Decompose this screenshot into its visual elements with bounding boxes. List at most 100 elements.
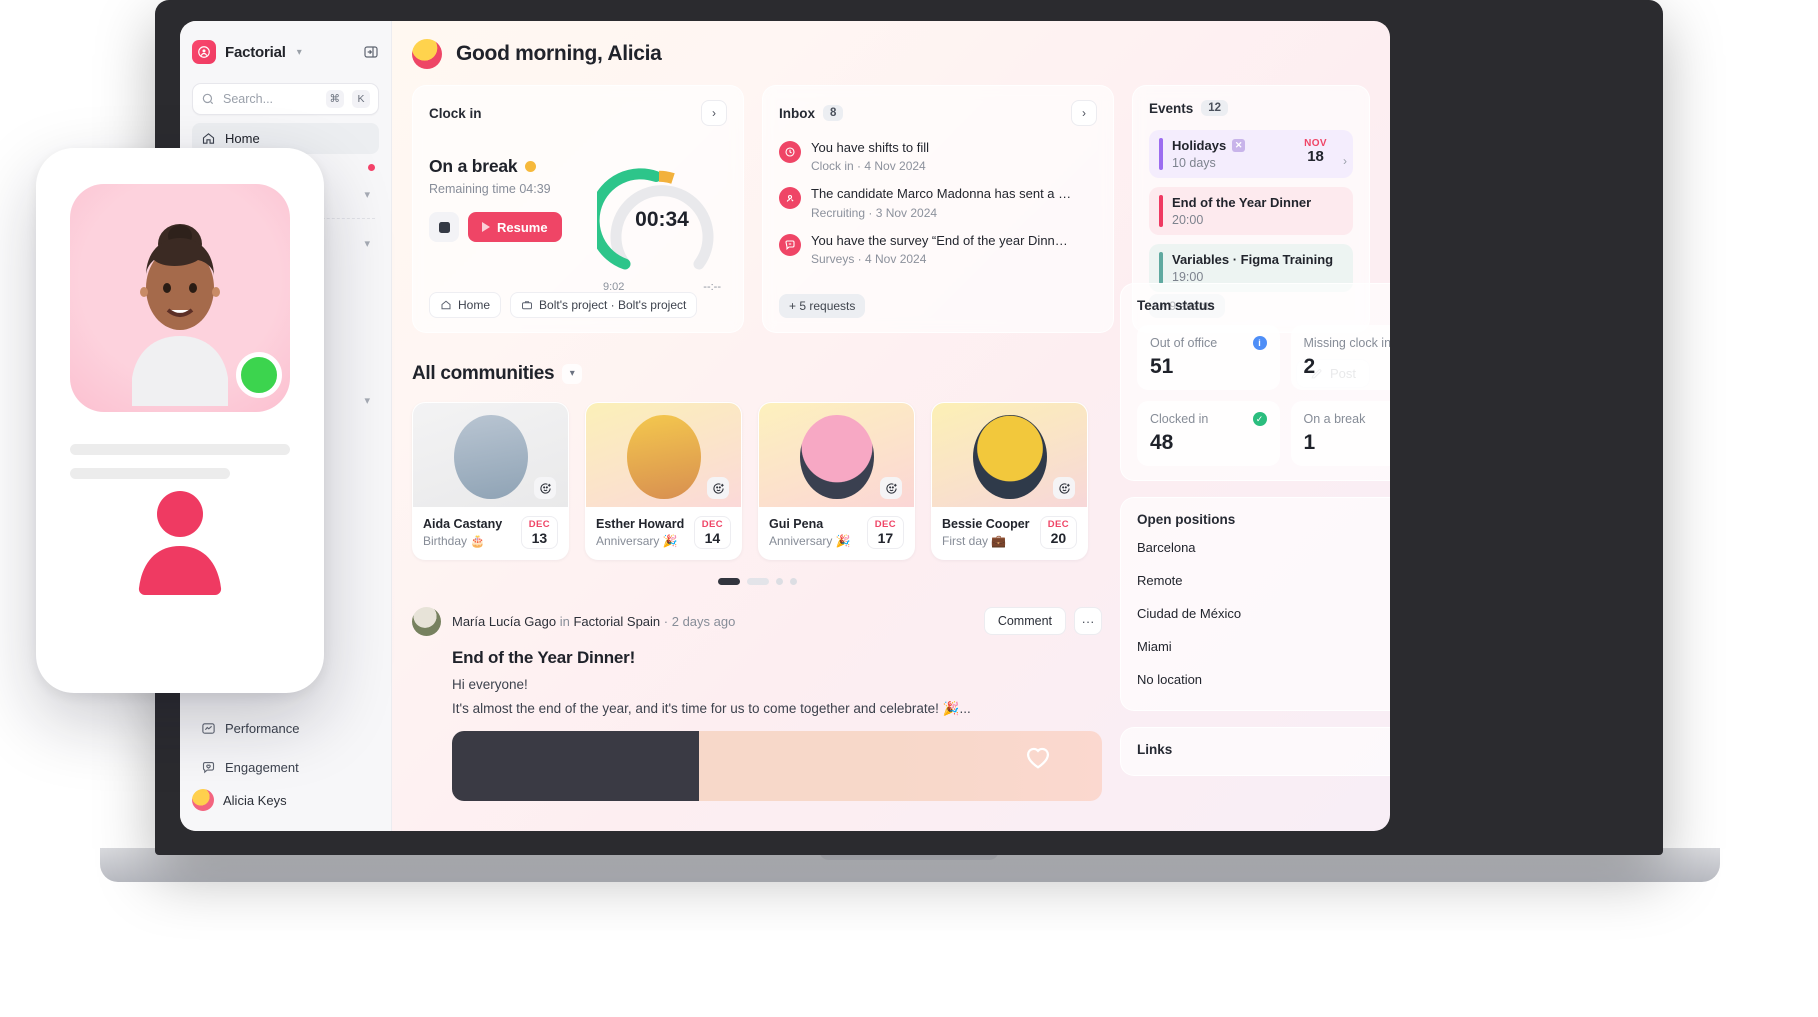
team-status-title: Team status [1137, 298, 1215, 313]
community-card[interactable]: Gui Pena Anniversary 🎉 DEC 17 [758, 402, 915, 561]
chevron-right-icon[interactable]: › [1071, 100, 1097, 126]
event-day: 18 [1307, 148, 1324, 165]
event-title-text: Variables · Figma Training [1172, 252, 1334, 267]
status-cell[interactable]: Missing clock in 2 [1290, 325, 1390, 390]
community-card[interactable]: Esther Howard Anniversary 🎉 DEC 14 [585, 402, 742, 561]
sidebar-group-2[interactable]: ·▾ [192, 229, 379, 257]
event-color-bar [1159, 195, 1163, 227]
info-icon[interactable]: i [1252, 336, 1267, 350]
chevron-down-icon[interactable]: ▾ [364, 394, 370, 407]
carousel-pager[interactable] [412, 578, 1102, 586]
chevron-right-icon[interactable]: › [1343, 154, 1347, 168]
list-item[interactable]: The candidate Marco Madonna has sent a n… [779, 186, 1097, 220]
list-item[interactable]: Barcelona [1137, 540, 1196, 555]
list-item-title: The candidate Marco Madonna has sent a n… [811, 186, 1073, 202]
post-meta: María Lucía Gago in Factorial Spain · 2 … [452, 614, 735, 629]
post-author[interactable]: María Lucía Gago [452, 614, 557, 630]
list-item[interactable]: Miami [1137, 639, 1172, 654]
sidebar-group-3[interactable]: ·▾ [192, 386, 379, 414]
sidebar-user-name: Alicia Keys [223, 792, 287, 808]
chevron-down-icon[interactable]: ▾ [364, 237, 370, 250]
chip-label: Bolt's project · Bolt's project [539, 298, 687, 312]
inbox-header: Inbox 8 › [779, 100, 1097, 126]
list-item-title: You have the survey “End of the year Din… [811, 232, 1073, 248]
post-community[interactable]: Factorial Spain [573, 614, 661, 630]
community-day: 20 [1050, 530, 1067, 546]
event-title: End of the Year Dinner [1172, 195, 1311, 210]
check-icon: ✓ [1252, 412, 1267, 426]
list-item[interactable]: Ciudad de México [1137, 606, 1242, 621]
community-card[interactable]: Bessie Cooper First day 💼 DEC 20 [931, 402, 1088, 561]
status-cell[interactable]: On a break 1 [1290, 401, 1390, 466]
community-day: 14 [704, 530, 721, 546]
community-date: DEC 13 [520, 516, 558, 550]
pager-track[interactable] [746, 578, 769, 586]
community-date: DEC 20 [1039, 516, 1077, 550]
home-icon [441, 300, 451, 310]
list-item[interactable]: You have shifts to fill Clock in · 4 Nov… [779, 140, 1097, 173]
links-title: Links [1137, 742, 1173, 757]
chip-home[interactable]: Home [429, 292, 502, 318]
community-card[interactable]: Aida Castany Birthday 🎂 DEC 13 [412, 402, 569, 561]
add-reaction-icon[interactable] [1053, 477, 1075, 499]
event-row[interactable]: End of the Year Dinner 20:00 [1149, 187, 1353, 235]
brand-row[interactable]: Factorial ▾ [192, 35, 379, 69]
list-item-meta: Surveys · 4 Nov 2024 [811, 251, 927, 266]
add-reaction-icon[interactable] [707, 477, 729, 499]
chevron-right-icon[interactable]: › [701, 100, 727, 126]
community-photo [413, 403, 568, 507]
community-name: Gui Pena [769, 517, 824, 532]
community-photo [932, 403, 1087, 507]
event-title: Holidays ✕ [1172, 138, 1246, 153]
chevron-down-icon[interactable]: ▾ [364, 188, 370, 201]
pager-dot[interactable] [775, 578, 783, 586]
chip-label: Home [458, 298, 491, 312]
chevron-down-icon[interactable]: ▾ [562, 363, 583, 384]
list-item[interactable]: No location [1137, 672, 1203, 687]
search-input[interactable]: Search... ⌘ K [192, 83, 379, 115]
status-cell[interactable]: Clocked in ✓ 48 [1137, 401, 1280, 466]
play-icon [482, 222, 490, 232]
comment-button[interactable]: Comment [983, 607, 1066, 636]
pager-dot-active[interactable] [717, 578, 740, 586]
ellipsis-icon[interactable]: ··· [1074, 607, 1102, 636]
list-item[interactable]: Remote [1137, 573, 1183, 588]
avatar [626, 415, 701, 499]
close-icon[interactable]: ✕ [1232, 139, 1246, 152]
event-color-bar [1159, 138, 1163, 170]
inbox-more-requests[interactable]: + 5 requests [779, 294, 866, 318]
chevron-down-icon[interactable]: ▾ [296, 46, 302, 58]
sidebar-group-1[interactable]: ·▾ [192, 180, 379, 208]
event-row[interactable]: Holidays ✕ 10 days NOV 18 › [1149, 130, 1353, 178]
team-status-card: Team status Out of office i 51 Missing c… [1120, 283, 1390, 481]
post-actions: Comment ··· [983, 607, 1102, 636]
pager-dot[interactable] [789, 578, 797, 586]
chip-project[interactable]: Bolt's project · Bolt's project [510, 292, 698, 318]
search-icon [202, 93, 214, 105]
post-image[interactable] [452, 731, 1102, 802]
event-title: Variables · Figma Training [1172, 252, 1333, 267]
status-value: 48 [1150, 431, 1174, 454]
status-cell[interactable]: Out of office i 51 [1137, 325, 1280, 390]
list-item[interactable]: You have the survey “End of the year Din… [779, 233, 1097, 266]
event-title-text: Holidays [1172, 138, 1227, 153]
post-line-2: It's almost the end of the year, and it'… [452, 701, 971, 717]
community-info: Esther Howard Anniversary 🎉 DEC 14 [586, 507, 741, 559]
sidebar-item-engagement[interactable]: Engagement [192, 752, 380, 783]
avatar [192, 789, 214, 811]
sidebar-user[interactable]: Alicia Keys [192, 783, 380, 817]
add-reaction-icon[interactable] [880, 477, 902, 499]
sidebar-item-performance[interactable]: Performance [192, 713, 380, 744]
resume-label: Resume [497, 219, 548, 235]
community-name: Bessie Cooper [942, 517, 1030, 532]
post-title: End of the Year Dinner! [452, 648, 636, 668]
add-reaction-icon[interactable] [534, 477, 556, 499]
panel-collapse-icon[interactable] [363, 44, 379, 60]
stop-button[interactable] [429, 212, 459, 242]
heart-icon [1026, 748, 1050, 769]
community-info: Aida Castany Birthday 🎂 DEC 13 [413, 507, 568, 559]
status-value: 51 [1150, 355, 1174, 378]
resume-button[interactable]: Resume [468, 212, 562, 242]
community-name: Aida Castany [423, 517, 503, 532]
open-positions-card: Open positions Barcelona Remote Ciudad d… [1120, 497, 1390, 711]
